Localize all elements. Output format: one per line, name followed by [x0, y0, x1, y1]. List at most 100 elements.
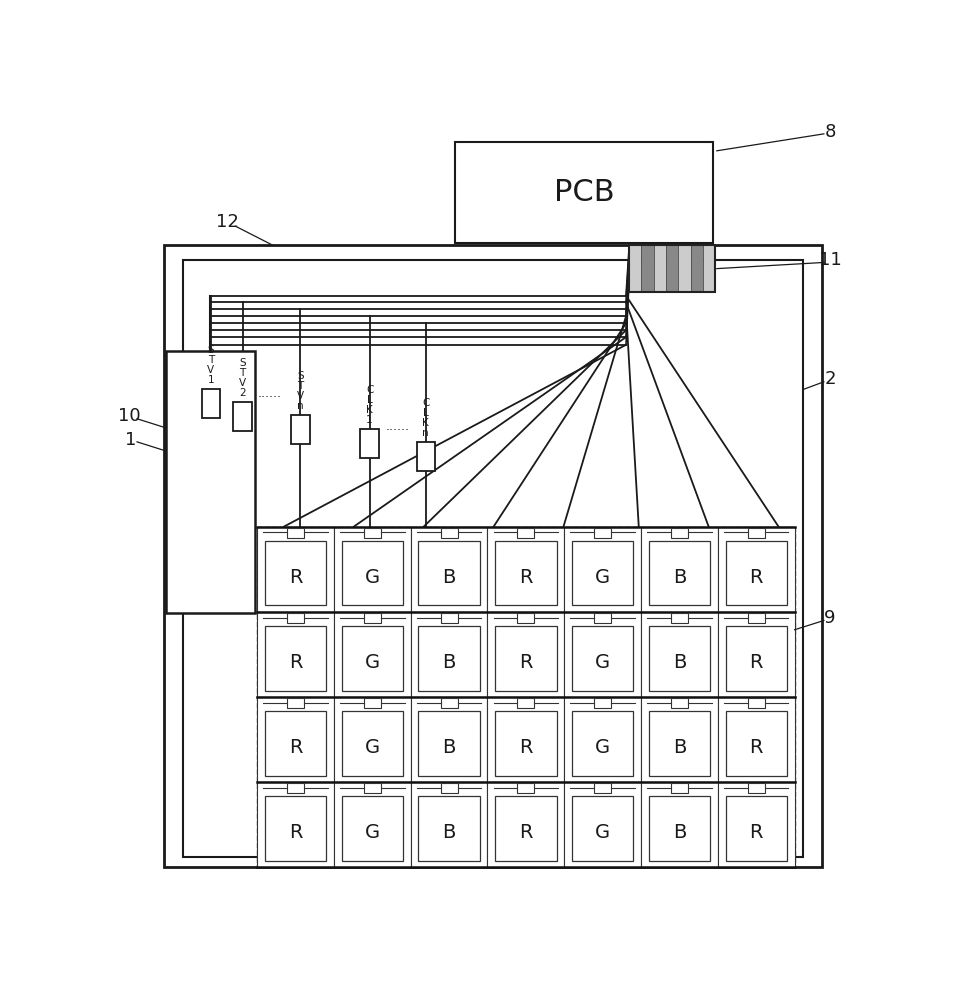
Bar — [183, 260, 802, 857]
Text: G: G — [595, 568, 610, 587]
Bar — [341, 711, 402, 776]
Bar — [702, 245, 715, 292]
Text: R: R — [749, 568, 762, 587]
Bar — [363, 698, 380, 708]
Bar — [670, 783, 687, 793]
Bar — [257, 527, 334, 612]
Bar — [690, 245, 702, 292]
Bar — [166, 351, 254, 613]
Text: R: R — [749, 823, 762, 842]
Bar — [724, 796, 786, 861]
Bar — [648, 796, 709, 861]
Bar — [257, 782, 334, 867]
Text: R: R — [518, 568, 532, 587]
Bar — [495, 626, 556, 691]
Bar — [495, 541, 556, 605]
Text: G: G — [364, 823, 379, 842]
Bar — [287, 613, 304, 623]
Bar — [594, 528, 611, 538]
Text: R: R — [749, 738, 762, 757]
Bar — [291, 415, 309, 444]
Text: B: B — [442, 568, 456, 587]
Bar — [334, 697, 411, 782]
Bar — [724, 626, 786, 691]
Bar — [411, 782, 487, 867]
Bar — [717, 697, 794, 782]
Bar — [287, 528, 304, 538]
Bar — [517, 783, 534, 793]
Bar — [440, 698, 457, 708]
Bar — [341, 626, 402, 691]
Text: S
T
V
2: S T V 2 — [238, 358, 246, 398]
Text: R: R — [749, 653, 762, 672]
Bar — [455, 142, 712, 243]
Bar — [265, 796, 326, 861]
Bar — [724, 711, 786, 776]
Text: B: B — [442, 823, 456, 842]
Bar — [640, 245, 653, 292]
Bar — [363, 783, 380, 793]
Text: 9: 9 — [823, 609, 835, 627]
Bar — [594, 698, 611, 708]
Text: R: R — [289, 738, 302, 757]
Bar — [717, 782, 794, 867]
Text: C
L
K
n: C L K n — [421, 398, 429, 438]
Text: R: R — [518, 823, 532, 842]
Bar — [265, 711, 326, 776]
Bar — [572, 796, 633, 861]
Bar — [265, 626, 326, 691]
Text: B: B — [672, 653, 685, 672]
Bar — [572, 541, 633, 605]
Bar — [640, 782, 717, 867]
Bar — [648, 541, 709, 605]
Bar — [418, 796, 479, 861]
Bar — [678, 245, 690, 292]
Text: 1: 1 — [125, 431, 136, 449]
Text: G: G — [364, 653, 379, 672]
Bar — [257, 697, 334, 782]
Bar — [164, 245, 821, 867]
Bar — [670, 698, 687, 708]
Text: S
T
V
n: S T V n — [296, 371, 303, 411]
Text: 2: 2 — [823, 370, 835, 388]
Text: C
L
K
1: C L K 1 — [366, 385, 373, 425]
Bar — [495, 711, 556, 776]
Bar — [563, 527, 640, 612]
Text: B: B — [672, 823, 685, 842]
Bar — [487, 612, 563, 697]
Bar — [670, 613, 687, 623]
Bar — [495, 796, 556, 861]
Bar — [411, 697, 487, 782]
Bar — [265, 541, 326, 605]
Bar — [517, 613, 534, 623]
Text: R: R — [518, 738, 532, 757]
Bar — [747, 698, 764, 708]
Bar — [572, 626, 633, 691]
Bar — [563, 697, 640, 782]
Bar — [747, 528, 764, 538]
Text: B: B — [672, 568, 685, 587]
Text: R: R — [289, 568, 302, 587]
Bar — [665, 245, 678, 292]
Bar — [640, 612, 717, 697]
Bar — [440, 783, 457, 793]
Text: G: G — [364, 568, 379, 587]
Text: ......: ...... — [385, 420, 409, 433]
Bar — [363, 528, 380, 538]
Bar — [594, 783, 611, 793]
Bar — [418, 541, 479, 605]
Bar — [653, 245, 665, 292]
Text: R: R — [289, 823, 302, 842]
Text: G: G — [364, 738, 379, 757]
Bar — [257, 612, 334, 697]
Bar — [363, 613, 380, 623]
Bar — [334, 612, 411, 697]
Text: 11: 11 — [818, 251, 841, 269]
Text: 8: 8 — [823, 123, 835, 141]
Bar — [418, 711, 479, 776]
Bar — [517, 698, 534, 708]
Bar — [648, 626, 709, 691]
Bar — [334, 782, 411, 867]
Bar — [416, 442, 435, 471]
Bar — [418, 626, 479, 691]
